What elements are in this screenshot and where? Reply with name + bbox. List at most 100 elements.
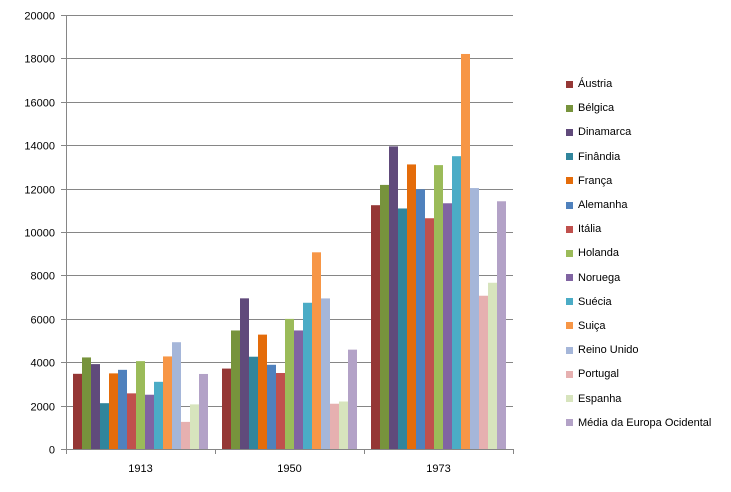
y-tick-label: 4000	[31, 358, 55, 370]
y-tick-label: 10000	[24, 228, 55, 240]
bar	[163, 356, 172, 449]
legend-label: Finândia	[578, 150, 621, 163]
legend-item: Espanha	[566, 386, 731, 410]
bar	[91, 364, 100, 449]
legend-label: Noruega	[578, 271, 621, 284]
y-tick-label: 8000	[31, 271, 55, 283]
legend-swatch	[566, 201, 573, 209]
legend-label: Itália	[578, 223, 602, 236]
legend-item: Suiça	[566, 314, 731, 338]
bar	[154, 381, 163, 449]
legend-label: Espanha	[578, 392, 622, 405]
bar	[258, 334, 267, 449]
legend-label: França	[578, 174, 613, 187]
x-tick-label: 1950	[277, 463, 301, 475]
legend-label: Bélgica	[578, 102, 615, 115]
bar	[127, 393, 136, 449]
bar	[222, 368, 231, 449]
legend-swatch	[566, 225, 573, 233]
bar	[109, 373, 118, 449]
legend-label: Suiça	[578, 319, 606, 332]
legend-swatch	[566, 346, 573, 354]
y-axis-tick-labels: 0 2000 4000 6000 8000 10000 12000 14000 16000 180…	[24, 11, 55, 457]
y-tick-label: 6000	[31, 315, 55, 327]
bar	[231, 330, 240, 449]
legend-label: Holanda	[578, 247, 619, 260]
legend-item: Áustria	[566, 72, 731, 96]
legend-swatch	[566, 80, 573, 88]
legend-swatch	[566, 419, 573, 427]
legend-swatch	[566, 249, 573, 257]
bar	[172, 342, 181, 449]
bar	[181, 421, 190, 450]
legend-label: Áustria	[578, 78, 613, 91]
legend-item: Holanda	[566, 241, 731, 265]
bar	[380, 184, 389, 449]
legend-item: Reino Unido	[566, 338, 731, 362]
bar	[82, 357, 91, 449]
bar	[479, 295, 488, 449]
y-tick-label: 12000	[24, 185, 55, 197]
bar	[118, 369, 127, 449]
bar	[294, 330, 303, 449]
bar	[321, 298, 330, 449]
bar	[452, 156, 461, 449]
legend-item: Suécia	[566, 290, 731, 314]
bar	[416, 189, 425, 449]
bar	[145, 394, 154, 449]
legend-swatch	[566, 395, 573, 403]
bars	[73, 53, 506, 450]
bar	[285, 318, 294, 449]
legend: Áustria Bélgica Dinamarca Finândia França Ale…	[566, 72, 731, 435]
legend-swatch	[566, 298, 573, 306]
legend-swatch	[566, 128, 573, 136]
legend-swatch	[566, 370, 573, 378]
bar	[267, 364, 276, 449]
bar	[199, 373, 208, 449]
bar	[276, 373, 285, 449]
bar	[303, 302, 312, 449]
legend-swatch	[566, 177, 573, 185]
legend-item: Portugal	[566, 362, 731, 386]
x-tick-label: 1913	[128, 463, 152, 475]
legend-swatch	[566, 153, 573, 161]
y-tick-label: 14000	[24, 141, 55, 153]
bar	[240, 298, 249, 449]
bar	[136, 361, 145, 449]
bar	[488, 282, 497, 449]
bar	[461, 53, 470, 449]
legend-swatch	[566, 322, 573, 330]
legend-item: Alemanha	[566, 193, 731, 217]
legend-item: Noruega	[566, 266, 731, 290]
axes	[61, 15, 514, 454]
legend-item: Bélgica	[566, 96, 731, 120]
y-tick-label: 2000	[31, 402, 55, 414]
x-tick-label: 1973	[426, 463, 450, 475]
bar	[73, 373, 82, 449]
y-tick-label: 18000	[24, 54, 55, 66]
bar	[371, 205, 380, 449]
legend-item: Finândia	[566, 145, 731, 169]
legend-label: Suécia	[578, 295, 612, 308]
bar	[190, 404, 199, 449]
legend-label: Portugal	[578, 368, 619, 381]
bar	[425, 218, 434, 449]
bar	[312, 252, 321, 449]
bar	[348, 349, 357, 449]
legend-item: Itália	[566, 217, 731, 241]
y-tick-label: 20000	[24, 11, 55, 23]
bar	[100, 403, 109, 449]
bar	[398, 208, 407, 449]
bar	[443, 203, 452, 449]
bar	[434, 165, 443, 449]
legend-swatch	[566, 104, 573, 112]
bar	[407, 164, 416, 449]
legend-label: Reino Unido	[578, 344, 639, 357]
legend-item: Dinamarca	[566, 120, 731, 144]
legend-item: França	[566, 169, 731, 193]
x-axis-tick-labels: 1913 1950 1973	[128, 463, 450, 475]
bar	[249, 356, 258, 449]
legend-label: Alemanha	[578, 199, 628, 212]
bar	[330, 403, 339, 449]
